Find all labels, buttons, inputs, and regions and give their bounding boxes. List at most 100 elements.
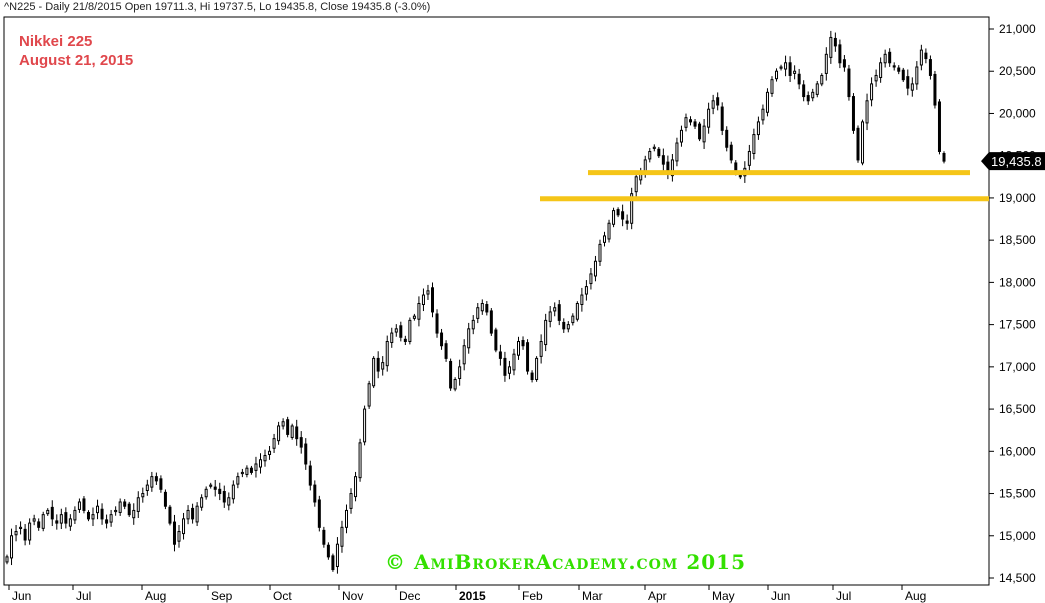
candle [526, 339, 530, 375]
candle-body [46, 509, 50, 515]
candle-body [539, 341, 543, 357]
candle-body [851, 96, 855, 131]
candle [150, 471, 154, 492]
candle [118, 498, 122, 516]
candle-body [630, 193, 634, 224]
candle [46, 508, 50, 516]
candle-body [449, 360, 453, 389]
candle [145, 479, 149, 496]
candle [295, 419, 299, 446]
candle [883, 49, 887, 68]
x-tick-label: Aug [145, 589, 166, 603]
candle-body [901, 69, 905, 81]
candle [141, 487, 145, 503]
candle-body [756, 121, 760, 136]
candle [10, 528, 14, 566]
candle-body [218, 488, 222, 495]
candle-body [711, 100, 715, 109]
candle-body [702, 125, 706, 143]
candle [268, 445, 272, 460]
candle [200, 494, 204, 511]
candle-body [598, 243, 602, 262]
candle [127, 501, 131, 517]
candle [308, 460, 312, 491]
candle-body [109, 514, 113, 523]
y-tick-label: 16,500 [999, 402, 1036, 416]
candle-body [390, 332, 394, 344]
candle-body [530, 372, 534, 381]
candle-body [824, 53, 828, 74]
candle [73, 506, 77, 524]
candle-body [856, 127, 860, 161]
candle-body [892, 65, 896, 68]
candle-body [779, 66, 783, 69]
candle-body [729, 144, 733, 161]
candle [661, 148, 665, 172]
candle-body [163, 491, 167, 507]
x-tick-label: 2015 [459, 589, 486, 603]
candle [236, 472, 240, 489]
candle [820, 73, 824, 87]
candle [707, 102, 711, 134]
candle-body [123, 501, 127, 507]
candle-body [258, 459, 262, 468]
candle [191, 503, 195, 524]
candle [186, 505, 190, 525]
candle [720, 102, 724, 136]
candle [403, 335, 407, 346]
candle [756, 116, 760, 140]
candle [258, 453, 262, 474]
candle [861, 119, 865, 166]
x-tick-label: Jun [12, 589, 31, 603]
candle [476, 303, 480, 324]
candle [421, 288, 425, 312]
candle-body [689, 119, 693, 123]
candle-body [304, 443, 308, 465]
y-tick-label: 20,000 [999, 106, 1036, 120]
candle-body [535, 357, 539, 381]
candle [575, 301, 579, 322]
candle [652, 144, 656, 152]
candle [797, 68, 801, 90]
candle [752, 128, 756, 160]
candle-body [684, 117, 688, 128]
candle-body [222, 491, 226, 503]
candle [598, 239, 602, 266]
candle [566, 321, 570, 333]
candle-body [68, 518, 72, 527]
candle-body [28, 522, 32, 541]
candle-body [806, 95, 810, 102]
x-tick-label: Oct [273, 589, 292, 603]
candle [612, 207, 616, 228]
candle-body [634, 176, 638, 193]
candle-body [566, 324, 570, 330]
candle-body [440, 332, 444, 347]
candle [924, 48, 928, 64]
candle [354, 471, 358, 502]
x-tick-label: Mar [582, 589, 603, 603]
candle [317, 495, 321, 532]
candle [485, 301, 489, 316]
candle-body [919, 49, 923, 66]
candle-body [444, 343, 448, 359]
candle-body [838, 44, 842, 64]
candle-body [784, 62, 788, 70]
plot-frame [3, 16, 990, 586]
candle-body [661, 155, 665, 165]
candle [430, 282, 434, 318]
candle-body [847, 68, 851, 98]
candle [349, 488, 353, 514]
candle [458, 359, 462, 386]
candle-body [331, 555, 335, 571]
candle-body [394, 328, 398, 333]
candle-body [494, 329, 498, 351]
candle [937, 99, 941, 155]
candle [394, 324, 398, 337]
candle [41, 511, 45, 532]
candle [553, 302, 557, 317]
candle [249, 465, 253, 475]
candle [168, 504, 172, 526]
x-tick-label: Jul [76, 589, 91, 603]
candle [213, 479, 217, 497]
candle-body [408, 319, 412, 343]
